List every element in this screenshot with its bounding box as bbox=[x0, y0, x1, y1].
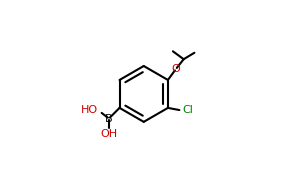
Text: B: B bbox=[105, 114, 112, 124]
Text: Cl: Cl bbox=[182, 105, 193, 115]
Text: O: O bbox=[171, 64, 180, 74]
Text: HO: HO bbox=[81, 105, 98, 115]
Text: OH: OH bbox=[100, 129, 117, 139]
